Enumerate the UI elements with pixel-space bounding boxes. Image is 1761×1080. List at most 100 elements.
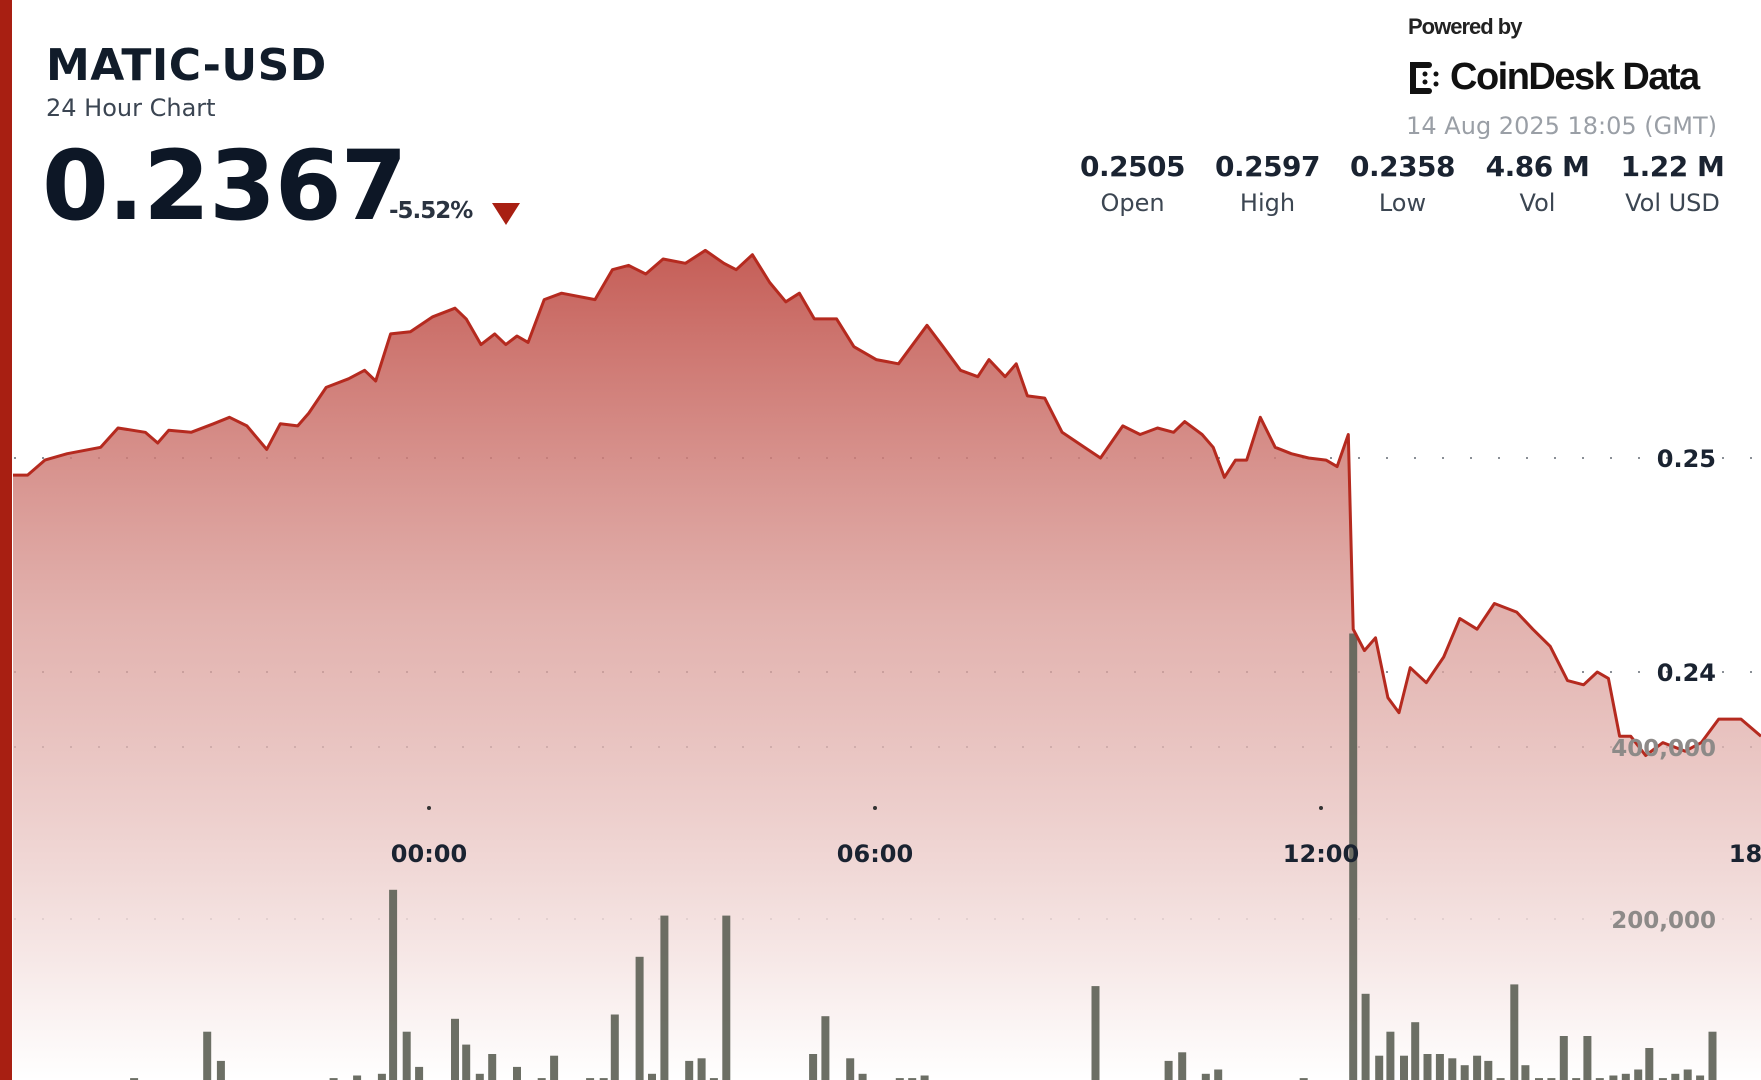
volume-bar [1621, 1073, 1630, 1080]
volume-bar [1423, 1054, 1432, 1080]
stat-value: 0.2505 [1079, 150, 1186, 183]
volume-bar [1178, 1052, 1187, 1080]
time-tick-label: 06:00 [837, 840, 913, 868]
volume-bar [1386, 1031, 1395, 1080]
volume-bar [462, 1044, 471, 1080]
volume-bar [599, 1078, 608, 1080]
volume-bar [1299, 1078, 1308, 1080]
volume-bar [537, 1078, 546, 1080]
time-tick-label: 12:00 [1283, 840, 1359, 868]
volume-bar [920, 1075, 929, 1080]
coindesk-logo-icon [1410, 61, 1439, 94]
volume-bar [1645, 1048, 1654, 1080]
volume-bar [821, 1016, 830, 1080]
volume-bar [1696, 1075, 1705, 1080]
volume-bar [353, 1075, 362, 1080]
volume-bar [1496, 1078, 1505, 1080]
volume-bar [809, 1054, 818, 1080]
volume-bar [402, 1031, 411, 1080]
volume-bar [1634, 1069, 1643, 1080]
volume-bar [329, 1078, 338, 1080]
volume-bar [1521, 1065, 1530, 1080]
volume-tick-label: 200,000 [1611, 908, 1716, 934]
volume-bar [846, 1058, 855, 1080]
volume-bar [1411, 1022, 1420, 1080]
chart-subtitle: 24 Hour Chart [46, 94, 216, 122]
axis-labels: 0.25 0.24 400,000 200,000 00:00 06:00 12:00 18:… [391, 445, 1761, 934]
volume-bar [216, 1060, 225, 1080]
brand-name: CoinDesk Data [1450, 56, 1700, 98]
volume-bars [130, 633, 1717, 1080]
accent-bar [0, 0, 12, 1080]
x-tick-mark [427, 806, 431, 810]
stat-label: Vol USD [1625, 189, 1720, 217]
price-line [13, 248, 1761, 757]
stat-vol: 4.86 M Vol [1470, 150, 1605, 217]
volume-tick-label: 400,000 [1611, 736, 1716, 762]
stat-open: 0.2505 Open [1065, 150, 1200, 217]
volume-bar [475, 1073, 484, 1080]
price-tick-label: 0.25 [1657, 445, 1716, 473]
volume-bar [1708, 1031, 1717, 1080]
volume-bar [1091, 986, 1100, 1080]
stat-value: 1.22 M [1620, 150, 1725, 183]
volume-bar [1400, 1055, 1408, 1080]
volume-bar [610, 1014, 619, 1080]
x-tick-mark [873, 806, 877, 810]
volume-bar [1473, 1055, 1482, 1080]
volume-bar [488, 1054, 497, 1080]
volume-bar [1361, 993, 1370, 1080]
timestamp: 14 Aug 2025 18:05 (GMT) [1406, 112, 1717, 140]
price-tick-label: 0.24 [1657, 659, 1716, 687]
volume-bar [648, 1073, 656, 1080]
volume-bar [1535, 1078, 1543, 1080]
volume-bar [389, 889, 398, 1080]
volume-bar [130, 1078, 139, 1080]
stat-label: Low [1378, 189, 1427, 217]
stat-label: Vol [1519, 189, 1556, 217]
stats-row: 0.2505 Open 0.2597 High 0.2358 Low 4.86 M Vo… [1065, 150, 1740, 217]
volume-bar [1448, 1058, 1457, 1080]
volume-bar [908, 1078, 917, 1080]
volume-bar [1583, 1036, 1592, 1080]
stat-value: 0.2358 [1349, 150, 1456, 183]
price-area-fill [13, 250, 1761, 1080]
time-tick-label: 00:00 [391, 840, 467, 868]
stat-high: 0.2597 High [1200, 150, 1335, 217]
current-price: 0.2367 [42, 130, 407, 242]
price-change: -5.52% [389, 198, 473, 224]
volume-bar [415, 1066, 424, 1080]
volume-bar [1484, 1060, 1493, 1080]
volume-bar [550, 1055, 559, 1080]
coindesk-data-logo: CoinDesk Data [1408, 56, 1700, 99]
volume-bar [709, 1078, 718, 1080]
volume-bar [660, 915, 669, 1080]
volume-bar [722, 915, 731, 1080]
volume-bar [1547, 1078, 1556, 1080]
x-tick-mark [1319, 806, 1323, 810]
volume-bar [1201, 1073, 1210, 1080]
stat-vol-usd: 1.22 M Vol USD [1605, 150, 1740, 217]
volume-bar [1164, 1060, 1173, 1080]
stat-value: 4.86 M [1485, 150, 1590, 183]
volume-bar [1214, 1069, 1223, 1080]
volume-bar [451, 1018, 459, 1080]
volume-bar [377, 1073, 386, 1080]
stat-label: High [1239, 189, 1296, 217]
volume-bar [513, 1066, 521, 1080]
volume-bar [1559, 1036, 1568, 1080]
volume-bar [1609, 1075, 1618, 1080]
volume-bar [1375, 1055, 1384, 1080]
volume-bar [586, 1078, 595, 1080]
volume-bar [858, 1073, 867, 1080]
volume-bar [1671, 1073, 1680, 1080]
volume-bar [895, 1078, 904, 1080]
volume-bar [1683, 1069, 1692, 1080]
volume-bar [697, 1058, 706, 1080]
volume-bar [1460, 1065, 1469, 1080]
volume-bar [203, 1031, 212, 1080]
stat-label: Open [1100, 189, 1165, 217]
volume-bar [1510, 984, 1519, 1080]
time-tick-label: 18:00 [1729, 840, 1761, 868]
symbol-title: MATIC-USD [46, 40, 327, 91]
